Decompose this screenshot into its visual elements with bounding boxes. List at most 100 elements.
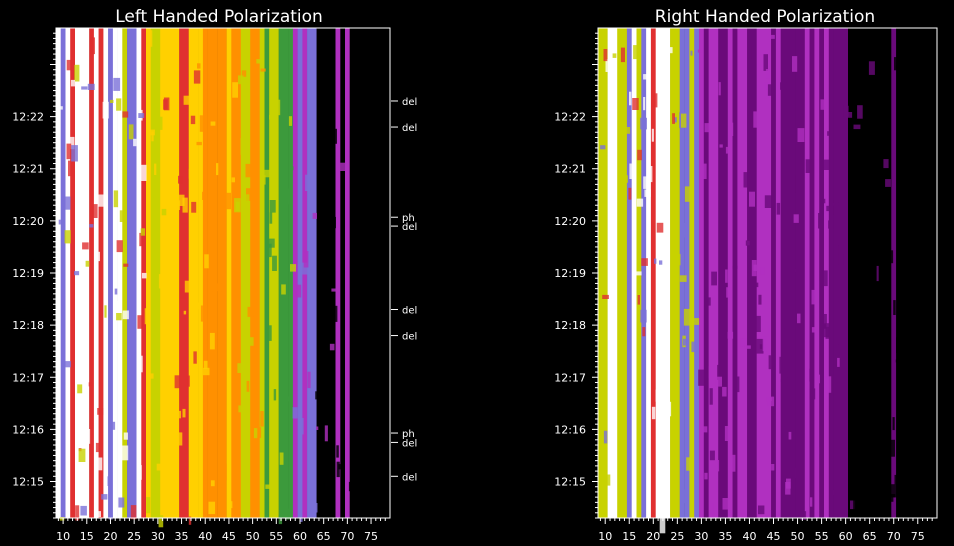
noise-speck [301, 262, 309, 275]
noise-speck [279, 452, 284, 465]
noise-speck [231, 177, 235, 183]
x-tick-label: 50 [791, 530, 805, 543]
noise-speck [909, 455, 915, 462]
spectrum-band [56, 28, 61, 518]
spectrum-band [718, 28, 724, 518]
noise-speck [292, 407, 298, 419]
x-tick-label: 20 [103, 530, 117, 543]
noise-speck [281, 300, 288, 313]
spectrum-band [872, 28, 878, 518]
noise-speck [317, 497, 320, 501]
noise-speck [95, 251, 100, 262]
noise-speck [894, 474, 901, 485]
noise-speck [889, 439, 895, 457]
noise-speck [864, 129, 871, 133]
spectrum-band [292, 28, 298, 518]
noise-speck [151, 131, 154, 142]
noise-speck [86, 429, 91, 444]
noise-speck [146, 497, 151, 514]
y-tick-label: 12:20 [554, 215, 586, 228]
noise-speck [916, 228, 923, 246]
noise-speck [253, 73, 260, 88]
noise-speck [268, 238, 275, 248]
spectrum-band [896, 28, 902, 518]
noise-speck [868, 61, 875, 75]
noise-speck [643, 176, 649, 189]
noise-speck [336, 445, 339, 458]
noise-speck [238, 75, 244, 85]
noise-speck [698, 369, 705, 386]
noise-speck [95, 442, 100, 453]
noise-speck [321, 126, 325, 139]
noise-speck [834, 297, 840, 302]
noise-speck [210, 121, 216, 126]
noise-speck [911, 202, 914, 217]
noise-speck [838, 245, 845, 255]
noise-speck [161, 208, 167, 216]
spectrum-band [288, 28, 294, 518]
noise-speck [925, 167, 933, 179]
x-tick-label: 40 [742, 530, 756, 543]
noise-speck [643, 74, 650, 80]
spectrum-band [65, 28, 71, 518]
noise-speck [312, 212, 317, 219]
spectrum-band [354, 28, 360, 518]
noise-speck [743, 172, 750, 188]
noise-speck [876, 265, 879, 282]
noise-speck [359, 140, 366, 149]
spectrum-band [727, 28, 733, 518]
noise-speck [835, 52, 843, 58]
spectrum-band [771, 28, 777, 518]
noise-speck [139, 232, 143, 247]
spectrum-band [326, 28, 331, 518]
noise-speck [278, 515, 283, 525]
noise-speck [208, 154, 211, 171]
noise-speck [141, 272, 147, 279]
spectrum-band [169, 28, 175, 518]
y-tick-label: 12:21 [554, 163, 586, 176]
noise-speck [226, 192, 231, 210]
spectrum-band [363, 28, 369, 518]
noise-speck [864, 343, 870, 357]
noise-speck [158, 274, 166, 289]
spectrum-band [665, 28, 671, 518]
noise-speck [749, 191, 755, 207]
noise-speck [785, 482, 791, 495]
noise-speck [800, 511, 807, 520]
noise-speck [871, 201, 879, 217]
spectrum-band [708, 28, 714, 518]
noise-speck [857, 105, 863, 119]
right-polarization-panel: Right Handed Polarization 10 15 20 25 30 35 40… [554, 7, 940, 543]
noise-speck [87, 83, 95, 90]
spectrum-band [857, 28, 863, 518]
spectrum-band [70, 28, 76, 518]
noise-speck [702, 163, 707, 179]
spectrum-band [617, 28, 623, 518]
left-polarization-panel: Left Handed Polarization 10 15 20 25 30 35 40 4… [12, 7, 417, 543]
spectrum-band [382, 28, 388, 518]
noise-speck [641, 258, 648, 266]
x-tick-label: 45 [767, 530, 781, 543]
noise-speck [649, 166, 653, 183]
noise-speck [740, 338, 747, 347]
noise-speck [655, 389, 661, 402]
noise-speck [636, 271, 642, 276]
noise-speck [726, 287, 732, 298]
annotation-label-del: del [402, 472, 417, 483]
noise-speck [787, 205, 793, 211]
noise-speck [211, 183, 215, 194]
noise-speck [182, 408, 186, 418]
noise-speck [247, 306, 254, 317]
noise-speck [794, 467, 799, 479]
spectrum-band [150, 28, 156, 518]
noise-speck [642, 327, 646, 337]
right-spectrogram-image [598, 28, 940, 534]
noise-speck [182, 197, 188, 213]
noise-speck [896, 337, 901, 353]
spectrum-band [607, 28, 613, 518]
noise-speck [85, 490, 88, 495]
annotation-label-ph: ph [402, 429, 415, 440]
noise-speck [824, 28, 828, 38]
y-tick-label: 12:17 [12, 371, 44, 384]
noise-speck [709, 404, 713, 415]
